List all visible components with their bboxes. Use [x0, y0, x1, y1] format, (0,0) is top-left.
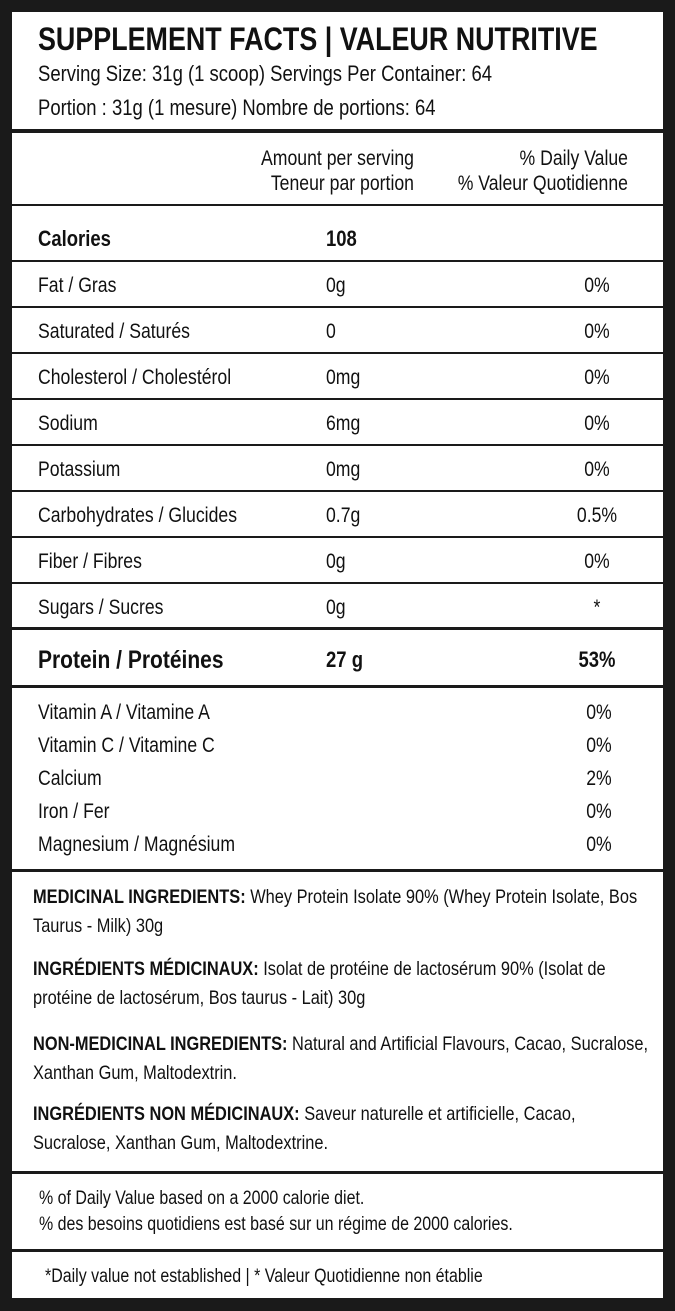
nutrient-amount: 0mg — [326, 457, 361, 481]
nutrient-amount: 0mg — [326, 365, 361, 389]
divider — [12, 685, 663, 688]
divider — [12, 627, 663, 630]
dv-header: % Daily Value — [519, 147, 628, 170]
protein-name: Protein / Protéines — [38, 646, 224, 674]
divider — [12, 306, 663, 308]
ingredient-label: INGRÉDIENTS NON MÉDICINAUX: — [33, 1103, 300, 1125]
nutrient-amount: 0g — [326, 549, 346, 573]
ingredient-paragraph: INGRÉDIENTS MÉDICINAUX: Isolat de protéi… — [33, 955, 655, 1013]
nutrient-amount: 0 — [326, 319, 336, 343]
vitamin-dv: 0% — [586, 832, 612, 856]
nutrient-name: Potassium — [38, 457, 121, 481]
footnote: *Daily value not established | * Valeur … — [45, 1266, 483, 1287]
vitamin-dv: 2% — [586, 766, 612, 790]
nutrient-name: Fat / Gras — [38, 273, 117, 297]
nutrient-amount: 0g — [326, 595, 346, 619]
ingredient-text: Natural and Artificial Flavours, Cacao, … — [33, 1033, 649, 1084]
divider — [12, 582, 663, 584]
ingredient-text: Whey Protein Isolate 90% (Whey Protein I… — [33, 886, 638, 937]
footnote: % des besoins quotidiens est basé sur un… — [39, 1214, 513, 1235]
serving-en: Serving Size: 31g (1 scoop) Servings Per… — [38, 61, 493, 86]
nutrient-dv: * — [593, 595, 601, 619]
nutrient-amount: 0g — [326, 273, 346, 297]
nutrient-dv: 0% — [584, 365, 610, 389]
divider — [12, 1171, 663, 1174]
protein-dv: 53% — [578, 647, 616, 672]
nutrient-dv: 0% — [584, 411, 610, 435]
protein-amount: 27 g — [326, 647, 363, 672]
dv-header: % Valeur Quotidienne — [457, 172, 628, 195]
ingredient-paragraph: INGRÉDIENTS NON MÉDICINAUX: Saveur natur… — [33, 1100, 655, 1158]
divider — [12, 869, 663, 872]
divider — [12, 352, 663, 354]
vitamin-name: Magnesium / Magnésium — [38, 832, 236, 856]
divider — [12, 536, 663, 538]
nutrient-dv: 0% — [584, 273, 610, 297]
ingredient-label: MEDICINAL INGREDIENTS: — [33, 886, 246, 908]
vitamin-name: Vitamin C / Vitamine C — [38, 733, 215, 757]
nutrient-name: Sugars / Sucres — [38, 595, 164, 619]
nutrient-name: Calories — [38, 226, 111, 251]
ingredient-paragraph: NON-MEDICINAL INGREDIENTS: Natural and A… — [33, 1030, 655, 1088]
serving-fr: Portion : 31g (1 mesure) Nombre de porti… — [38, 95, 436, 120]
ingredient-label: NON-MEDICINAL INGREDIENTS: — [33, 1033, 288, 1055]
nutrient-name: Carbohydrates / Glucides — [38, 503, 238, 527]
title: SUPPLEMENT FACTS | VALEUR NUTRITIVE — [38, 21, 598, 57]
nutrient-name: Cholesterol / Cholestérol — [38, 365, 232, 389]
amount-header: Teneur par portion — [270, 172, 414, 195]
nutrient-dv: 0% — [584, 549, 610, 573]
nutrient-amount: 0.7g — [326, 503, 361, 527]
amount-header: Amount per serving — [261, 147, 414, 170]
nutrient-dv: 0% — [584, 319, 610, 343]
ingredient-text: Saveur naturelle et artificielle, Cacao,… — [33, 1103, 576, 1154]
nutrient-dv: 0.5% — [576, 503, 618, 527]
nutrient-name: Saturated / Saturés — [38, 319, 191, 343]
vitamin-dv: 0% — [586, 700, 612, 724]
ingredient-paragraph: MEDICINAL INGREDIENTS: Whey Protein Isol… — [33, 883, 655, 941]
divider — [12, 490, 663, 492]
nutrient-name: Fiber / Fibres — [38, 549, 142, 573]
divider — [12, 260, 663, 262]
ingredient-label: INGRÉDIENTS MÉDICINAUX: — [33, 958, 259, 980]
label: SUPPLEMENT FACTS | VALEUR NUTRITIVE Serv… — [12, 12, 663, 1298]
nutrient-amount: 6mg — [326, 411, 361, 435]
vitamin-name: Calcium — [38, 766, 102, 790]
vitamin-dv: 0% — [586, 799, 612, 823]
nutrient-name: Sodium — [38, 411, 98, 435]
divider — [12, 204, 663, 206]
nutrient-dv: 0% — [584, 457, 610, 481]
footnote: % of Daily Value based on a 2000 calorie… — [39, 1188, 365, 1209]
divider — [12, 129, 663, 133]
divider — [12, 444, 663, 446]
vitamin-dv: 0% — [586, 733, 612, 757]
nutrient-amount: 108 — [326, 226, 357, 251]
vitamin-name: Iron / Fer — [38, 799, 110, 823]
divider — [12, 398, 663, 400]
divider — [12, 1249, 663, 1252]
vitamin-name: Vitamin A / Vitamine A — [38, 700, 210, 724]
ingredient-text: Isolat de protéine de lactosérum 90% (Is… — [33, 958, 606, 1009]
